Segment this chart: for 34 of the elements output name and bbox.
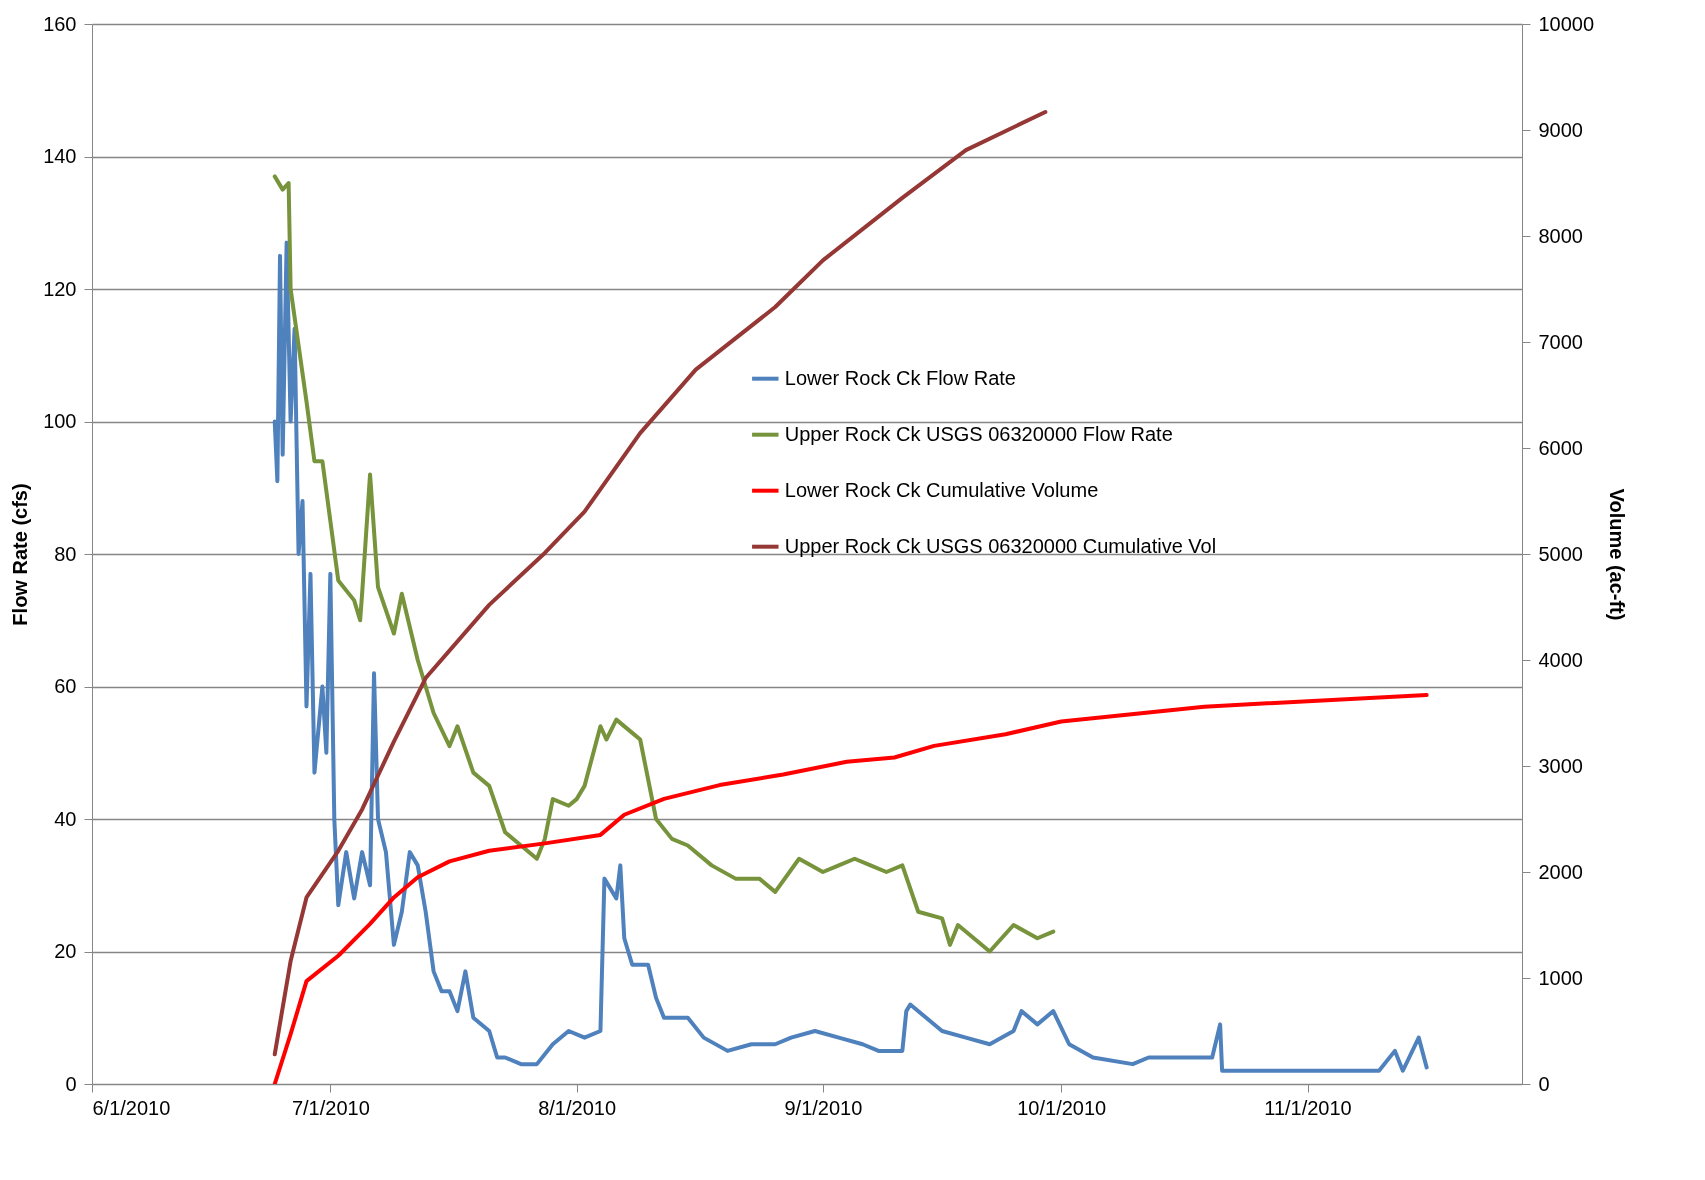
y2-tick-label: 8000 bbox=[1538, 224, 1583, 247]
y-tick-label: 40 bbox=[54, 807, 77, 830]
y2-tick-label: 9000 bbox=[1538, 118, 1583, 141]
y-tick-label: 120 bbox=[43, 277, 77, 300]
y-tick-label: 0 bbox=[65, 1072, 77, 1095]
line-series bbox=[272, 692, 1429, 1084]
y-tick-label: 60 bbox=[54, 675, 77, 697]
y-tick-label: 80 bbox=[54, 542, 77, 565]
line-series bbox=[272, 240, 1429, 1073]
legend-label: Upper Rock Ck USGS 06320000 Flow Rate bbox=[784, 422, 1173, 445]
x-tick-label: 8/1/2010 bbox=[538, 1096, 617, 1119]
legend-label: Lower Rock Ck Cumulative Volume bbox=[784, 478, 1099, 501]
x-tick-label: 6/1/2010 bbox=[92, 1096, 171, 1119]
x-tick-label: 11/1/2010 bbox=[1264, 1096, 1352, 1119]
y2-axis-title: Volume (ac-ft) bbox=[1606, 488, 1629, 621]
x-tick-label: 10/1/2010 bbox=[1017, 1096, 1107, 1119]
y2-tick-label: 1000 bbox=[1538, 966, 1583, 989]
y-tick-label: 100 bbox=[43, 410, 77, 432]
y-tick-label: 160 bbox=[43, 12, 77, 35]
y-tick-label: 140 bbox=[43, 145, 77, 167]
y2-tick-label: 2000 bbox=[1538, 860, 1583, 883]
x-tick-label: 9/1/2010 bbox=[784, 1096, 863, 1119]
y2-tick-label: 7000 bbox=[1538, 330, 1583, 353]
legend-label: Upper Rock Ck USGS 06320000 Cumulative Vol bbox=[784, 534, 1217, 557]
legend-label: Lower Rock Ck Flow Rate bbox=[784, 366, 1016, 389]
y2-tick-label: 10000 bbox=[1538, 12, 1595, 35]
x-tick-label: 7/1/2010 bbox=[291, 1096, 370, 1119]
y2-tick-label: 4000 bbox=[1538, 648, 1583, 671]
y2-tick-label: 0 bbox=[1538, 1072, 1550, 1095]
y2-tick-label: 3000 bbox=[1538, 754, 1583, 777]
y-axis-title: Flow Rate (cfs) bbox=[9, 483, 32, 626]
y-tick-label: 20 bbox=[54, 940, 77, 962]
y2-tick-label: 6000 bbox=[1538, 436, 1583, 459]
y2-tick-label: 5000 bbox=[1538, 542, 1583, 565]
